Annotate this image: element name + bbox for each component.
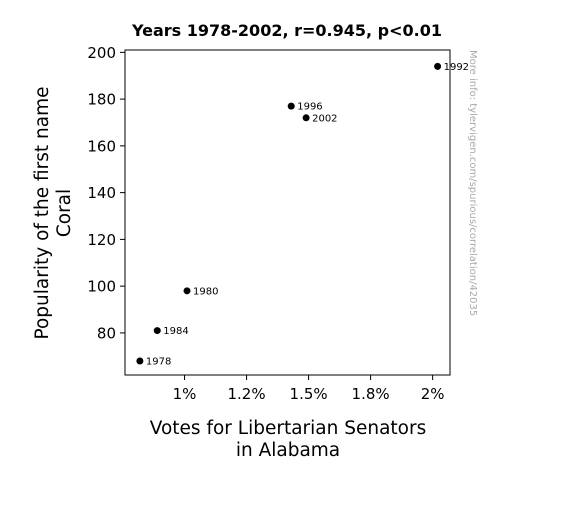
data-point: [153, 327, 161, 335]
x-tick-label: 2%: [421, 385, 445, 403]
x-tick-label: 1.2%: [228, 385, 266, 403]
y-tick-label: 160: [87, 137, 116, 155]
y-axis-label-line-2: Coral: [54, 189, 75, 237]
watermark-text: More info: tylervigen.com/spurious/corre…: [467, 50, 478, 316]
y-tick-label: 80: [97, 324, 116, 342]
plot-area: [124, 49, 451, 376]
y-tick-label: 100: [87, 278, 116, 296]
x-axis-label-line-2: in Alabama: [236, 440, 340, 461]
data-point: [302, 114, 310, 122]
y-tick-label: 200: [87, 44, 116, 62]
x-tick-label: 1.8%: [352, 385, 390, 403]
data-point-label: 1984: [163, 326, 188, 337]
chart-title: Years 1978-2002, r=0.945, p<0.01: [131, 21, 442, 40]
x-axis-label-line-1: Votes for Libertarian Senators: [150, 418, 426, 439]
y-tick-label: 180: [87, 91, 116, 109]
data-point-label: 1996: [297, 102, 322, 113]
x-axis: 1% 1.2% 1.5% 1.8% 2%: [173, 375, 445, 403]
y-axis: 80 100 120 140 160 180 200: [87, 44, 125, 342]
x-tick-label: 1%: [173, 385, 197, 403]
data-point-label: 1980: [193, 286, 218, 297]
y-tick-label: 120: [87, 231, 116, 249]
y-tick-label: 140: [87, 184, 116, 202]
data-point: [434, 62, 442, 70]
data-point-label: 1992: [444, 62, 469, 73]
data-point: [136, 357, 144, 365]
y-axis-label-line-1: Popularity of the first name: [32, 86, 53, 339]
x-tick-label: 1.5%: [290, 385, 328, 403]
data-point: [183, 287, 191, 295]
data-point-label: 1978: [146, 356, 171, 367]
data-point-label: 2002: [312, 113, 337, 124]
data-point: [287, 102, 295, 110]
